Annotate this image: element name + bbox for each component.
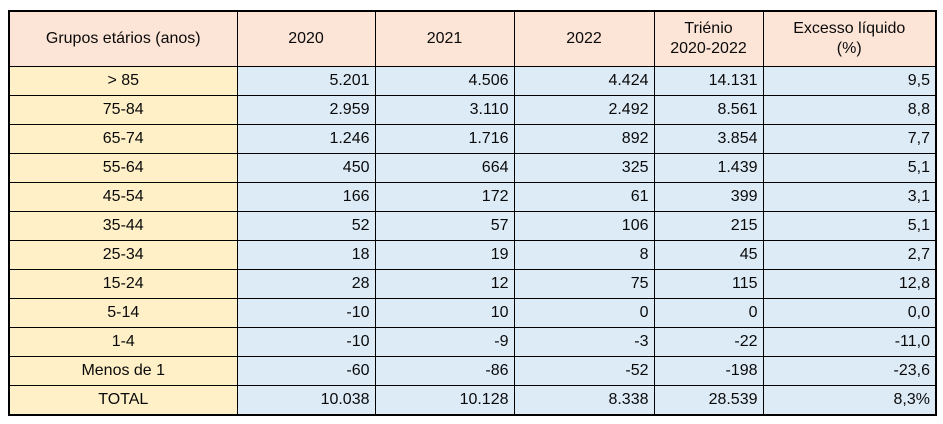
value-cell: -11,0 — [762, 327, 937, 357]
table-row: 65-74 1.246 1.716 892 3.854 7,7 — [8, 124, 937, 154]
value-cell: 106 — [513, 211, 655, 241]
age-group-cell: TOTAL — [8, 385, 238, 416]
age-group-cell: 55-64 — [8, 153, 238, 183]
value-cell: 57 — [374, 211, 515, 241]
age-group-cell: 35-44 — [8, 211, 238, 241]
age-group-cell: > 85 — [8, 66, 238, 96]
value-cell: 14.131 — [653, 66, 764, 96]
header-row: Grupos etários (anos) 2020 2021 2022 Tri… — [8, 10, 937, 67]
value-cell: 115 — [653, 269, 764, 299]
table-row: 35-44 52 57 106 215 5,1 — [8, 211, 937, 241]
col-header-age-groups: Grupos etários (anos) — [8, 10, 238, 67]
table-row: 5-14 -10 10 0 0 0,0 — [8, 298, 937, 328]
age-group-cell: 65-74 — [8, 124, 238, 154]
value-cell: -198 — [653, 356, 764, 386]
value-cell: 28 — [236, 269, 376, 299]
col-header-2020: 2020 — [236, 10, 376, 67]
value-cell: 450 — [236, 153, 376, 183]
value-cell: 3,1 — [762, 182, 937, 212]
value-cell: -10 — [236, 327, 376, 357]
value-cell: 664 — [374, 153, 515, 183]
value-cell: 10.038 — [236, 385, 376, 416]
col-header-excess-pct: Excesso líquido (%) — [762, 10, 937, 67]
value-cell: 3.854 — [653, 124, 764, 154]
value-cell: 1.246 — [236, 124, 376, 154]
value-cell: 0,0 — [762, 298, 937, 328]
value-cell: 9,5 — [762, 66, 937, 96]
table-row: Menos de 1 -60 -86 -52 -198 -23,6 — [8, 356, 937, 386]
value-cell: 8,8 — [762, 95, 937, 125]
age-group-cell: 5-14 — [8, 298, 238, 328]
value-cell: 5,1 — [762, 211, 937, 241]
table-row: 45-54 166 172 61 399 3,1 — [8, 182, 937, 212]
table-row: > 85 5.201 4.506 4.424 14.131 9,5 — [8, 66, 937, 96]
value-cell: 215 — [653, 211, 764, 241]
value-cell: 45 — [653, 240, 764, 270]
value-cell: 892 — [513, 124, 655, 154]
value-cell: 12,8 — [762, 269, 937, 299]
value-cell: 3.110 — [374, 95, 515, 125]
table-row: 55-64 450 664 325 1.439 5,1 — [8, 153, 937, 183]
value-cell: 7,7 — [762, 124, 937, 154]
value-cell: 399 — [653, 182, 764, 212]
value-cell: 5.201 — [236, 66, 376, 96]
value-cell: 4.506 — [374, 66, 515, 96]
value-cell: 166 — [236, 182, 376, 212]
value-cell: 10 — [374, 298, 515, 328]
excess-mortality-table-container: Grupos etários (anos) 2020 2021 2022 Tri… — [8, 10, 937, 416]
value-cell: -3 — [513, 327, 655, 357]
value-cell: 8,3% — [762, 385, 937, 416]
value-cell: 2.959 — [236, 95, 376, 125]
value-cell: 28.539 — [653, 385, 764, 416]
age-group-cell: 45-54 — [8, 182, 238, 212]
value-cell: -52 — [513, 356, 655, 386]
col-header-triennium: Triénio 2020-2022 — [653, 10, 764, 67]
value-cell: 5,1 — [762, 153, 937, 183]
age-group-cell: 25-34 — [8, 240, 238, 270]
value-cell: 0 — [513, 298, 655, 328]
value-cell: 52 — [236, 211, 376, 241]
age-group-cell: 75-84 — [8, 95, 238, 125]
value-cell: 2.492 — [513, 95, 655, 125]
value-cell: -9 — [374, 327, 515, 357]
value-cell: -60 — [236, 356, 376, 386]
col-header-2021: 2021 — [374, 10, 515, 67]
value-cell: -86 — [374, 356, 515, 386]
value-cell: 10.128 — [374, 385, 515, 416]
value-cell: 19 — [374, 240, 515, 270]
age-group-cell: 15-24 — [8, 269, 238, 299]
value-cell: 8.338 — [513, 385, 655, 416]
value-cell: -10 — [236, 298, 376, 328]
value-cell: 325 — [513, 153, 655, 183]
value-cell: -22 — [653, 327, 764, 357]
value-cell: 0 — [653, 298, 764, 328]
age-group-cell: 1-4 — [8, 327, 238, 357]
value-cell: 61 — [513, 182, 655, 212]
value-cell: 2,7 — [762, 240, 937, 270]
value-cell: 4.424 — [513, 66, 655, 96]
excess-mortality-table: Grupos etários (anos) 2020 2021 2022 Tri… — [8, 10, 937, 416]
value-cell: 12 — [374, 269, 515, 299]
value-cell: -23,6 — [762, 356, 937, 386]
table-body: > 85 5.201 4.506 4.424 14.131 9,5 75-84 2.959 3.… — [8, 66, 937, 416]
value-cell: 8.561 — [653, 95, 764, 125]
value-cell: 1.439 — [653, 153, 764, 183]
age-group-cell: Menos de 1 — [8, 356, 238, 386]
table-row: 15-24 28 12 75 115 12,8 — [8, 269, 937, 299]
table-row: 75-84 2.959 3.110 2.492 8.561 8,8 — [8, 95, 937, 125]
table-row: 25-34 18 19 8 45 2,7 — [8, 240, 937, 270]
value-cell: 75 — [513, 269, 655, 299]
value-cell: 18 — [236, 240, 376, 270]
table-row: 1-4 -10 -9 -3 -22 -11,0 — [8, 327, 937, 357]
value-cell: 8 — [513, 240, 655, 270]
value-cell: 172 — [374, 182, 515, 212]
col-header-2022: 2022 — [513, 10, 655, 67]
table-row: TOTAL 10.038 10.128 8.338 28.539 8,3% — [8, 385, 937, 416]
value-cell: 1.716 — [374, 124, 515, 154]
